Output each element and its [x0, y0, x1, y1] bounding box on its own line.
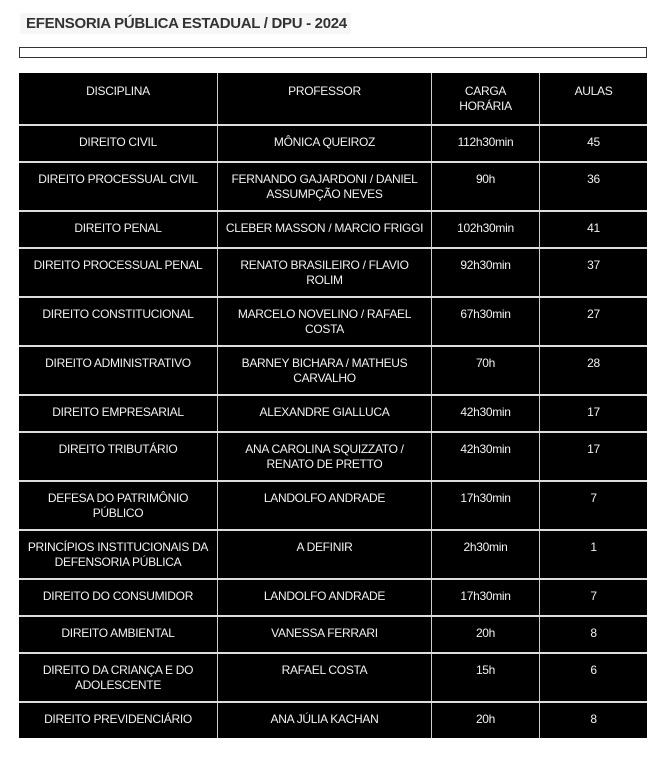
header-carga-horaria: CARGA HORÁRIA: [431, 73, 540, 125]
professor-cell: LANDOLFO ANDRADE: [217, 480, 432, 530]
aulas-cell: 45: [539, 124, 647, 162]
disciplina-cell: DIREITO CIVIL: [19, 124, 218, 162]
disciplina-cell: DEFESA DO PATRIMÔNIO PÚBLICO: [19, 480, 218, 530]
professor-cell: MÔNICA QUEIROZ: [217, 124, 432, 162]
professor-cell: VANESSA FERRARI: [217, 615, 432, 653]
table-row: DIREITO EMPRESARIAL ALEXANDRE GIALLUCA 42h…: [19, 394, 647, 432]
carga-horaria-cell: 2h30min: [431, 529, 540, 579]
disciplina-cell: PRINCÍPIOS INSTITUCIONAIS DA DEFENSORIA …: [19, 529, 218, 579]
table-row: DIREITO PROCESSUAL PENAL RENATO BRASILEIR…: [19, 247, 647, 297]
aulas-cell: 17: [539, 394, 647, 432]
disciplina-cell: DIREITO DO CONSUMIDOR: [19, 578, 218, 616]
carga-horaria-cell: 17h30min: [431, 480, 540, 530]
carga-horaria-cell: 70h: [431, 345, 540, 395]
courses-table: DISCIPLINA PROFESSOR CARGA HORÁRIA AULAS…: [19, 73, 647, 738]
table-row: PRINCÍPIOS INSTITUCIONAIS DA DEFENSORIA …: [19, 529, 647, 579]
table-row: DIREITO PREVIDENCIÁRIO ANA JÚLIA KACHAN 20…: [19, 701, 647, 738]
table-header-row: DISCIPLINA PROFESSOR CARGA HORÁRIA AULAS: [19, 73, 647, 125]
header-professor: PROFESSOR: [217, 73, 432, 125]
aulas-cell: 17: [539, 431, 647, 481]
professor-cell: MARCELO NOVELINO / RAFAEL COSTA: [217, 296, 432, 346]
carga-horaria-cell: 112h30min: [431, 124, 540, 162]
disciplina-cell: DIREITO PREVIDENCIÁRIO: [19, 701, 218, 738]
disciplina-cell: DIREITO AMBIENTAL: [19, 615, 218, 653]
professor-cell: BARNEY BICHARA / MATHEUS CARVALHO: [217, 345, 432, 395]
aulas-cell: 7: [539, 578, 647, 616]
table-row: DIREITO AMBIENTAL VANESSA FERRARI 20h 8: [19, 615, 647, 653]
professor-cell: FERNANDO GAJARDONI / DANIEL ASSUMPÇÃO NE…: [217, 161, 432, 211]
professor-cell: ALEXANDRE GIALLUCA: [217, 394, 432, 432]
carga-horaria-cell: 90h: [431, 161, 540, 211]
disciplina-cell: DIREITO PENAL: [19, 210, 218, 248]
aulas-cell: 7: [539, 480, 647, 530]
aulas-cell: 8: [539, 615, 647, 653]
professor-cell: CLEBER MASSON / MARCIO FRIGGI: [217, 210, 432, 248]
disciplina-cell: DIREITO CONSTITUCIONAL: [19, 296, 218, 346]
professor-cell: ANA CAROLINA SQUIZZATO / RENATO DE PRETT…: [217, 431, 432, 481]
table-row: DIREITO TRIBUTÁRIO ANA CAROLINA SQUIZZATO…: [19, 431, 647, 481]
carga-horaria-cell: 17h30min: [431, 578, 540, 616]
disciplina-cell: DIREITO PROCESSUAL PENAL: [19, 247, 218, 297]
disciplina-cell: DIREITO ADMINISTRATIVO: [19, 345, 218, 395]
disciplina-cell: DIREITO PROCESSUAL CIVIL: [19, 161, 218, 211]
table-row: DIREITO CIVIL MÔNICA QUEIROZ 112h30min 45: [19, 124, 647, 162]
carga-horaria-cell: 42h30min: [431, 394, 540, 432]
carga-horaria-cell: 42h30min: [431, 431, 540, 481]
carga-horaria-cell: 92h30min: [431, 247, 540, 297]
carga-horaria-cell: 15h: [431, 652, 540, 702]
aulas-cell: 36: [539, 161, 647, 211]
carga-horaria-cell: 20h: [431, 701, 540, 738]
professor-cell: ANA JÚLIA KACHAN: [217, 701, 432, 738]
carga-horaria-cell: 102h30min: [431, 210, 540, 248]
table-row: DIREITO PROCESSUAL CIVIL FERNANDO GAJARDO…: [19, 161, 647, 211]
disciplina-cell: DIREITO EMPRESARIAL: [19, 394, 218, 432]
table-row: DIREITO DA CRIANÇA E DO ADOLESCENTE RAFAE…: [19, 652, 647, 702]
table-row: DIREITO ADMINISTRATIVO BARNEY BICHARA / M…: [19, 345, 647, 395]
table-row: DIREITO DO CONSUMIDOR LANDOLFO ANDRADE 17h…: [19, 578, 647, 616]
aulas-cell: 27: [539, 296, 647, 346]
aulas-cell: 28: [539, 345, 647, 395]
empty-bar: [19, 47, 647, 58]
professor-cell: A DEFINIR: [217, 529, 432, 579]
aulas-cell: 1: [539, 529, 647, 579]
professor-cell: LANDOLFO ANDRADE: [217, 578, 432, 616]
aulas-cell: 37: [539, 247, 647, 297]
aulas-cell: 8: [539, 701, 647, 738]
table-row: DEFESA DO PATRIMÔNIO PÚBLICO LANDOLFO AND…: [19, 480, 647, 530]
table-row: DIREITO CONSTITUCIONAL MARCELO NOVELINO /…: [19, 296, 647, 346]
carga-horaria-cell: 20h: [431, 615, 540, 653]
table-row: DIREITO PENAL CLEBER MASSON / MARCIO FRIG…: [19, 210, 647, 248]
carga-horaria-cell: 67h30min: [431, 296, 540, 346]
disciplina-cell: DIREITO DA CRIANÇA E DO ADOLESCENTE: [19, 652, 218, 702]
header-aulas: AULAS: [539, 73, 647, 125]
professor-cell: RAFAEL COSTA: [217, 652, 432, 702]
aulas-cell: 6: [539, 652, 647, 702]
aulas-cell: 41: [539, 210, 647, 248]
page-title: EFENSORIA PÚBLICA ESTADUAL / DPU - 2024: [20, 13, 351, 34]
professor-cell: RENATO BRASILEIRO / FLAVIO ROLIM: [217, 247, 432, 297]
header-disciplina: DISCIPLINA: [86, 84, 150, 98]
disciplina-cell: DIREITO TRIBUTÁRIO: [19, 431, 218, 481]
